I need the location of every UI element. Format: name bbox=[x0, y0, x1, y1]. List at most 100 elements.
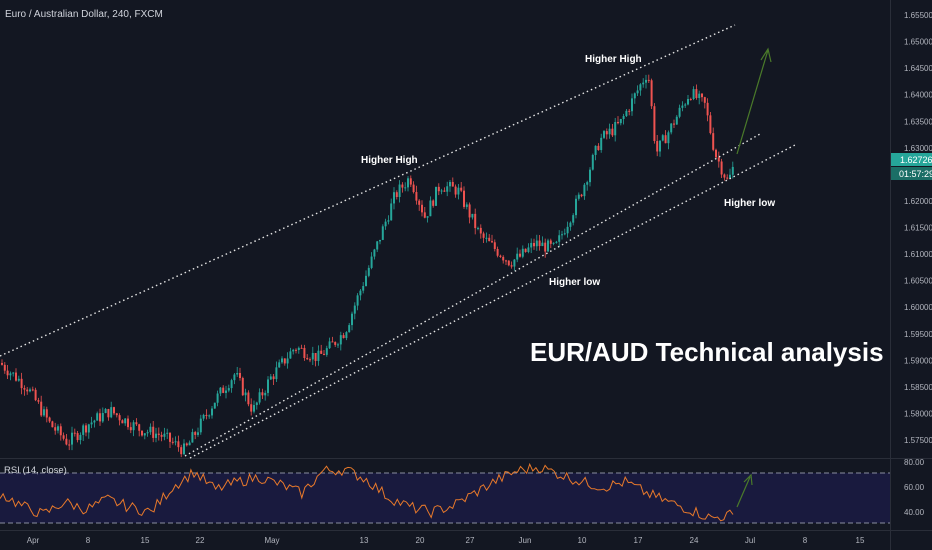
candle-body bbox=[328, 341, 331, 349]
time-tick-label: 13 bbox=[360, 536, 369, 545]
candle-body bbox=[241, 378, 244, 396]
candle-body bbox=[82, 425, 85, 435]
candle-body bbox=[549, 240, 552, 244]
candle-body bbox=[726, 177, 729, 179]
upper-channel-line[interactable] bbox=[0, 24, 736, 357]
candle-body bbox=[530, 242, 533, 248]
price-tick-label: 1.59500 bbox=[904, 330, 932, 339]
candle-body bbox=[575, 198, 577, 216]
price-tick-label: 1.63500 bbox=[904, 117, 932, 126]
candle-body bbox=[521, 248, 524, 257]
price-tick-label: 1.59000 bbox=[904, 356, 932, 365]
candle-body bbox=[152, 426, 155, 438]
candle-body bbox=[639, 84, 642, 91]
candle-body bbox=[353, 305, 356, 314]
candle-body bbox=[449, 181, 451, 187]
candle-body bbox=[675, 116, 678, 125]
candle-body bbox=[370, 256, 373, 268]
candle-body bbox=[286, 358, 289, 364]
candle-body bbox=[208, 415, 211, 417]
candle-body bbox=[149, 426, 152, 433]
candle-body bbox=[9, 373, 12, 376]
candle-body bbox=[423, 212, 426, 218]
candle-body bbox=[457, 187, 460, 195]
candle-body bbox=[325, 348, 328, 355]
candle-body bbox=[717, 157, 720, 162]
rsi-band-fill bbox=[0, 473, 890, 523]
candle-body bbox=[569, 222, 572, 227]
candle-body bbox=[255, 402, 258, 406]
candle-body bbox=[362, 285, 365, 291]
candle-body bbox=[289, 351, 292, 359]
candle-body bbox=[17, 378, 20, 381]
candle-body bbox=[628, 110, 631, 112]
candle-body bbox=[205, 414, 208, 416]
time-tick-label: Jul bbox=[745, 536, 755, 545]
candle-body bbox=[471, 213, 474, 218]
candle-body bbox=[689, 98, 692, 100]
lower-support-line[interactable] bbox=[189, 144, 796, 459]
rsi-panel: RSI (14, close) bbox=[0, 462, 890, 524]
candle-body bbox=[709, 115, 712, 134]
candle-body bbox=[729, 174, 731, 179]
candle-body bbox=[99, 413, 101, 422]
candle-body bbox=[547, 240, 549, 252]
candle-body bbox=[653, 106, 656, 142]
candle-body bbox=[636, 90, 639, 94]
candle-body bbox=[684, 104, 687, 106]
candle-body bbox=[625, 110, 628, 117]
candle-body bbox=[317, 350, 320, 361]
candle-body bbox=[171, 441, 174, 443]
candle-body bbox=[359, 290, 362, 296]
candle-body bbox=[174, 441, 177, 443]
time-tick-label: 8 bbox=[803, 536, 808, 545]
rsi-tick-label: 60.00 bbox=[904, 483, 925, 492]
candle-body bbox=[272, 376, 275, 380]
candle-body bbox=[269, 376, 272, 380]
candle-body bbox=[656, 141, 659, 152]
candle-body bbox=[3, 364, 6, 371]
candle-body bbox=[183, 443, 185, 455]
candle-body bbox=[519, 253, 521, 257]
candle-body bbox=[96, 413, 99, 421]
candle-body bbox=[85, 425, 87, 433]
candle-body bbox=[505, 260, 507, 262]
candle-body bbox=[351, 313, 353, 326]
candle-body bbox=[661, 135, 664, 141]
last-price-value: 1.62726 bbox=[900, 155, 932, 165]
middle-channel-line[interactable] bbox=[184, 133, 761, 457]
candle-body bbox=[605, 131, 608, 135]
rsi-arrowhead bbox=[743, 473, 753, 486]
price-tick-label: 1.58500 bbox=[904, 383, 932, 392]
candle-body bbox=[645, 79, 647, 83]
candle-body bbox=[345, 332, 348, 339]
candle-body bbox=[642, 82, 645, 85]
time-axis[interactable]: Apr 8 15 22 May 13 20 27 Jun 10 17 24 Jul 8 15 bbox=[27, 536, 865, 545]
candle-body bbox=[267, 379, 269, 393]
candle-body bbox=[297, 347, 300, 351]
candle-body bbox=[720, 161, 723, 175]
time-tick-label: 22 bbox=[196, 536, 205, 545]
candle-body bbox=[356, 295, 359, 306]
candle-body bbox=[409, 178, 412, 185]
candle-body bbox=[211, 408, 213, 416]
candle-body bbox=[54, 427, 57, 431]
candle-body bbox=[239, 373, 241, 379]
candle-body bbox=[600, 137, 603, 151]
candle-body bbox=[558, 235, 561, 242]
candle-body bbox=[513, 259, 516, 267]
candle-body bbox=[129, 427, 132, 431]
countdown-badge: 01:57:29 bbox=[891, 167, 932, 180]
candle-body bbox=[261, 392, 264, 396]
time-tick-label: May bbox=[264, 536, 279, 545]
candle-body bbox=[166, 432, 169, 434]
candle-body bbox=[502, 256, 505, 261]
candle-body bbox=[45, 409, 48, 418]
time-tick-label: 17 bbox=[634, 536, 643, 545]
candle-body bbox=[121, 420, 124, 424]
candle-body bbox=[393, 192, 395, 204]
candle-body bbox=[614, 122, 617, 136]
trendlines[interactable] bbox=[0, 24, 796, 459]
